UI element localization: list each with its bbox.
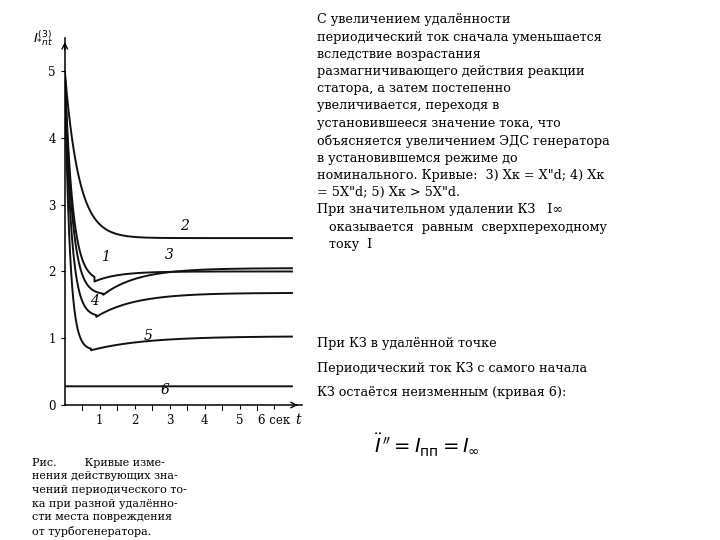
- Text: $I^{(3)}_{*nt}$: $I^{(3)}_{*nt}$: [33, 28, 54, 48]
- Text: 6: 6: [161, 383, 170, 397]
- Text: При КЗ в удалённой точке: При КЗ в удалённой точке: [317, 338, 496, 350]
- Text: $\ddot{I}^{\,\prime\prime} = I_{\text{пп}} = I_{\infty}$: $\ddot{I}^{\,\prime\prime} = I_{\text{пп…: [374, 432, 480, 459]
- Text: 4: 4: [90, 294, 99, 308]
- Text: 3: 3: [164, 248, 174, 262]
- Text: КЗ остаётся неизменным (кривая 6):: КЗ остаётся неизменным (кривая 6):: [317, 386, 566, 399]
- Text: 2: 2: [180, 219, 189, 233]
- Text: С увеличением удалённости
периодический ток сначала уменьшается
вследствие возра: С увеличением удалённости периодический …: [317, 14, 610, 251]
- Text: 5: 5: [143, 329, 153, 343]
- Text: t: t: [295, 413, 301, 427]
- Text: Периодический ток КЗ с самого начала: Периодический ток КЗ с самого начала: [317, 362, 587, 375]
- Text: Рис.        Кривые изме-
нения действующих зна-
чений периодического то-
ка при : Рис. Кривые изме- нения действующих зна-…: [32, 458, 187, 537]
- Text: 1: 1: [102, 251, 110, 265]
